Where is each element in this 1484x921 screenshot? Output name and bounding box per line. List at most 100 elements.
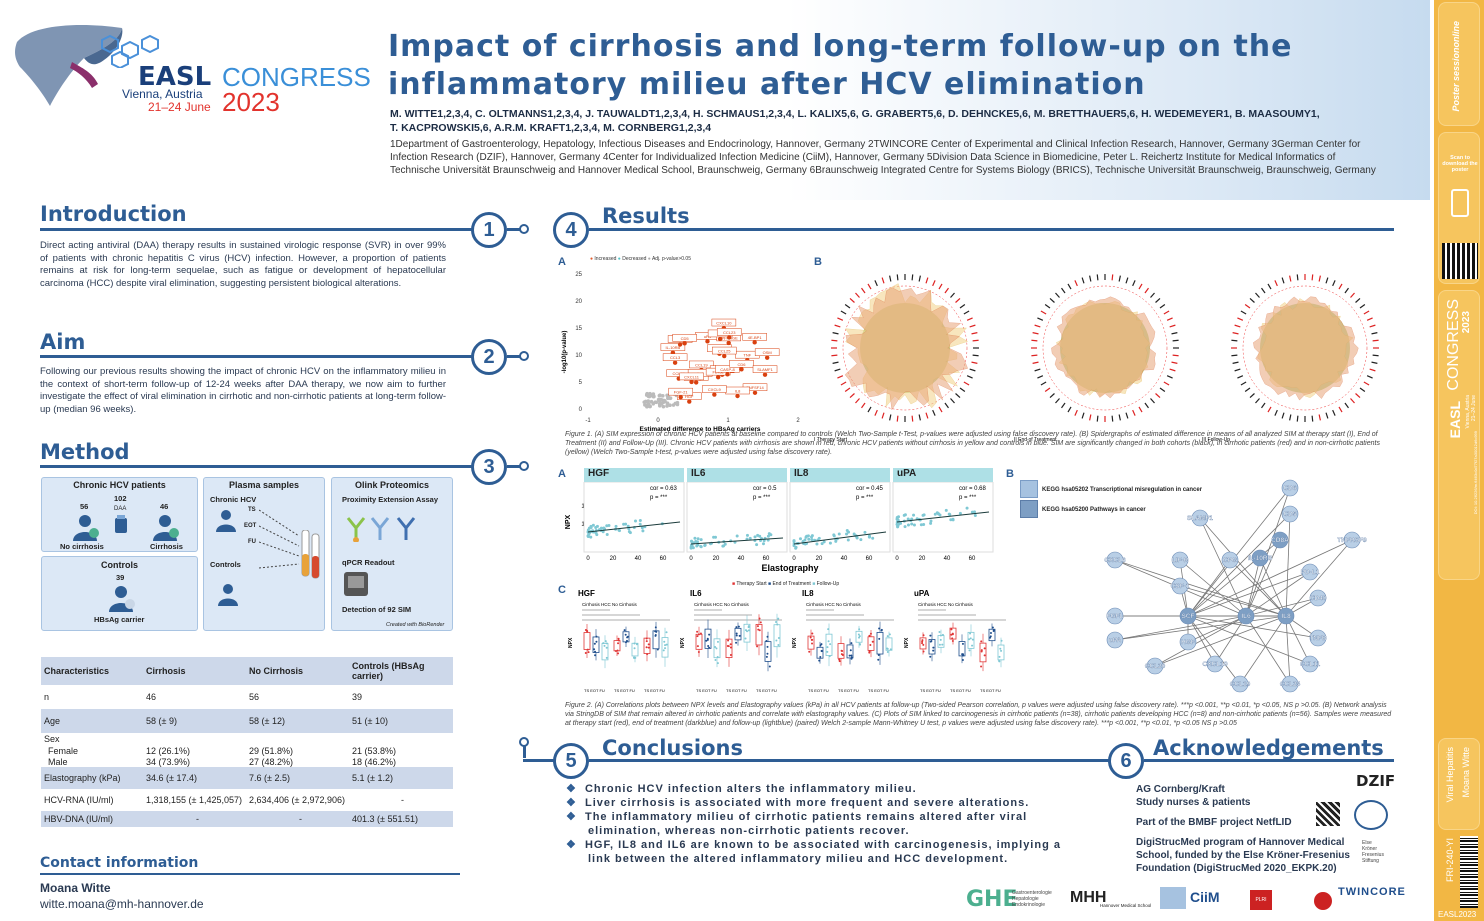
boxplot-point xyxy=(961,659,964,662)
boxplot-point xyxy=(775,620,778,623)
boxplot-point xyxy=(826,650,829,653)
boxplot-group-labels: Cirrhosis HCC No Cirrhosis xyxy=(806,602,862,607)
barcode-icon xyxy=(1460,836,1478,908)
network-edge xyxy=(1187,539,1353,617)
corr-point xyxy=(599,526,603,530)
corr-point xyxy=(640,526,644,530)
boxplot-point xyxy=(747,626,750,629)
table-row: Female 12 (26.1%) 29 (51.8%) 21 (53.8%) xyxy=(48,745,397,756)
corr-xtick: 60 xyxy=(660,556,667,562)
spider-axis-label xyxy=(1067,283,1072,290)
contact-email[interactable]: witte.moana@mh-hannover.de xyxy=(40,897,204,911)
corr-point xyxy=(919,523,923,527)
poster-qr-code[interactable] xyxy=(1442,243,1478,279)
spider-axis-label xyxy=(938,283,943,290)
corr-point xyxy=(699,538,703,542)
conclusions-heading: Conclusions xyxy=(602,736,743,760)
boxplot-point xyxy=(969,632,972,635)
plri-logo: PLRI xyxy=(1250,890,1272,910)
spider-axis-label xyxy=(972,354,979,357)
corr-point xyxy=(689,546,693,550)
boxplot-point xyxy=(708,633,711,636)
boxplot-point xyxy=(826,646,829,649)
boxplot-point xyxy=(593,642,596,645)
volcano-point xyxy=(725,372,730,377)
network-node-label: CSF-1 xyxy=(1171,583,1190,590)
corr-point xyxy=(587,532,591,536)
boxplot-point xyxy=(840,653,843,656)
spider-axis-label xyxy=(1031,354,1038,357)
corr-point xyxy=(803,538,807,542)
spider-axis-label xyxy=(1372,339,1379,342)
boxplot-point xyxy=(850,654,853,657)
corr-point xyxy=(762,539,766,543)
volcano-point xyxy=(687,399,692,404)
boxplot-group-labels: Cirrhosis HCC No Cirrhosis xyxy=(918,602,974,607)
corr-point xyxy=(794,545,798,549)
phone-icon xyxy=(1451,189,1469,217)
boxplot-point xyxy=(766,645,769,648)
kegg-label-1: KEGG hsa05202 Transcriptional misregulat… xyxy=(1042,487,1203,493)
spider-axis-label xyxy=(855,398,860,404)
divider xyxy=(40,228,474,231)
corr-point xyxy=(722,544,726,548)
boxplot-point xyxy=(871,640,874,643)
spider-axis-label xyxy=(896,274,899,281)
boxplot-point xyxy=(617,637,620,640)
volcano-point xyxy=(722,353,727,359)
authors: M. WITTE1,2,3,4, C. OLTMANNS1,2,3,4, J. … xyxy=(390,108,1320,134)
corr-point xyxy=(622,522,626,526)
boxplot-point xyxy=(838,658,841,661)
corr-point xyxy=(693,536,697,540)
volcano-point xyxy=(665,393,669,398)
boxplot-point xyxy=(980,649,983,652)
boxplot-point xyxy=(983,647,986,650)
corr-point xyxy=(845,532,849,536)
boxplot-point xyxy=(626,636,629,639)
boxplot-ylabel: NPX xyxy=(792,637,798,648)
corr-xtick: 0 xyxy=(586,556,590,562)
corr-point xyxy=(947,512,951,516)
spider-axis-label xyxy=(874,409,878,416)
boxplot-point xyxy=(980,650,983,653)
boxplot-box xyxy=(652,630,660,650)
boxplot-point xyxy=(766,635,769,638)
boxplot-point xyxy=(869,644,872,647)
spider-axis-label xyxy=(1232,332,1239,335)
corr-point xyxy=(933,512,937,516)
spider-axis-label xyxy=(1032,332,1039,335)
network-node xyxy=(1343,531,1361,549)
network-node-label: TNFB xyxy=(1309,635,1327,642)
volcano-point xyxy=(764,355,770,360)
boxplot-xlabels: TS EOT FU xyxy=(950,688,971,693)
spider-axis-label xyxy=(959,387,966,392)
spider-axis-label xyxy=(1232,361,1239,364)
spider-axis-label xyxy=(840,381,847,386)
conclusion-item: ❖ Chronic HCV infection alters the infla… xyxy=(566,783,917,795)
corr-xtick: 60 xyxy=(763,556,770,562)
table-row: n 46 56 39 xyxy=(44,692,363,702)
boxplot-point xyxy=(602,642,605,645)
network-node xyxy=(1281,675,1299,693)
boxplot-point xyxy=(665,643,668,646)
spider-axis-label xyxy=(1231,354,1238,357)
corr-point xyxy=(753,535,757,539)
network-node xyxy=(1206,655,1224,673)
conclusion-item: ❖ HGF, IL8 and IL6 are known to be assoc… xyxy=(566,839,1061,865)
spider-axis-label xyxy=(1081,277,1085,284)
spider-axis-label xyxy=(867,406,872,413)
spider-axis-label xyxy=(955,298,961,303)
svg-text:0: 0 xyxy=(579,407,583,413)
boxplot-point xyxy=(877,658,880,661)
boxplot-point xyxy=(939,638,942,641)
volcano-point xyxy=(677,342,683,347)
spider-axis-label xyxy=(944,402,949,409)
spider-label-end-of-treatment: II End of Treatment xyxy=(1014,437,1057,443)
spider-axis-label xyxy=(969,368,976,372)
boxplot-point xyxy=(759,621,762,624)
congress-logo-text: CONGRESS xyxy=(222,62,371,92)
network-edge xyxy=(1179,559,1247,617)
table-row: HBV-DNA (IU/ml) - -401.3 (± 551.51) xyxy=(41,811,453,827)
spider-axis-label xyxy=(1037,375,1044,379)
method-box-hcv-patients: Chronic HCV patients 102 DAA 56 46 No ci… xyxy=(41,477,198,552)
